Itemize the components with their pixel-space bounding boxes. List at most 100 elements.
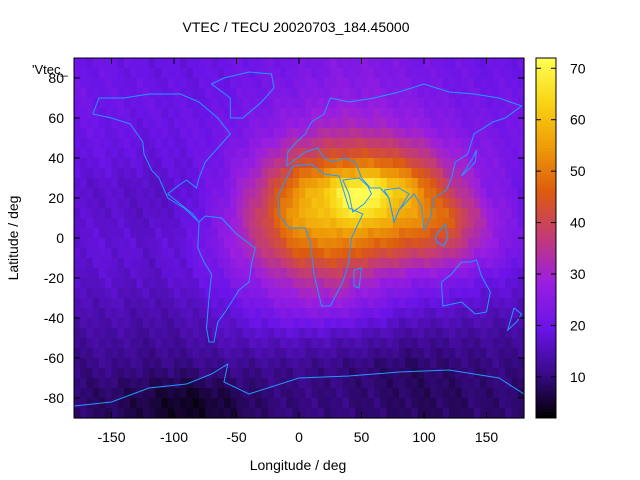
heatmap-cell xyxy=(161,338,169,349)
heatmap-cell xyxy=(367,198,375,209)
heatmap-cell xyxy=(174,268,181,279)
heatmap-cell xyxy=(399,328,406,339)
heatmap-cell xyxy=(442,148,450,159)
heatmap-cell xyxy=(505,78,513,89)
heatmap-cell xyxy=(224,228,231,239)
heatmap-cell xyxy=(174,198,181,209)
heatmap-cell xyxy=(86,98,94,109)
heatmap-cell xyxy=(311,138,319,149)
heatmap-cell xyxy=(367,218,375,229)
colorbar-segment xyxy=(536,337,556,341)
heatmap-cell xyxy=(299,248,306,259)
heatmap-cell xyxy=(517,218,525,229)
heatmap-cell xyxy=(499,258,506,269)
heatmap-cell xyxy=(480,218,488,229)
heatmap-cell xyxy=(436,288,444,299)
heatmap-cell xyxy=(99,328,106,339)
heatmap-cell xyxy=(405,158,413,169)
heatmap-cell xyxy=(461,148,469,159)
heatmap-cell xyxy=(180,388,188,399)
heatmap-cell xyxy=(311,118,319,129)
heatmap-cell xyxy=(424,128,431,139)
heatmap-cell xyxy=(99,78,106,89)
heatmap-cell xyxy=(242,68,250,79)
heatmap-cell xyxy=(461,108,469,119)
heatmap-cell xyxy=(349,168,356,179)
colorbar-segment xyxy=(536,301,556,305)
heatmap-cell xyxy=(330,148,338,159)
heatmap-cell xyxy=(224,218,231,229)
heatmap-cell xyxy=(242,238,250,249)
heatmap-cell xyxy=(274,128,281,139)
heatmap-cell xyxy=(511,118,519,129)
heatmap-cell xyxy=(261,358,269,369)
colorbar-segment xyxy=(536,145,556,149)
colorbar-tick-label: 50 xyxy=(570,163,586,179)
heatmap-cell xyxy=(455,248,463,259)
heatmap-cell xyxy=(180,148,188,159)
heatmap-cell xyxy=(205,58,213,69)
heatmap-cell xyxy=(217,398,225,409)
heatmap-cell xyxy=(380,228,388,239)
heatmap-cell xyxy=(80,78,88,89)
heatmap-cell xyxy=(349,258,356,269)
heatmap-cell xyxy=(492,158,500,169)
heatmap-cell xyxy=(299,108,306,119)
heatmap-cell xyxy=(117,208,125,219)
heatmap-cell xyxy=(305,208,313,219)
heatmap-cell xyxy=(142,188,150,199)
heatmap-cell xyxy=(305,378,313,389)
heatmap-cell xyxy=(292,258,300,269)
heatmap-cell xyxy=(224,358,231,369)
heatmap-cell xyxy=(380,398,388,409)
heatmap-cell xyxy=(267,358,275,369)
heatmap-cell xyxy=(130,338,138,349)
heatmap-cell xyxy=(155,108,163,119)
heatmap-cell xyxy=(111,58,119,69)
heatmap-cell xyxy=(230,158,238,169)
heatmap-cell xyxy=(411,118,419,129)
heatmap-cell xyxy=(436,178,444,189)
heatmap-cell xyxy=(305,228,313,239)
heatmap-cell xyxy=(311,368,319,379)
heatmap-cell xyxy=(211,228,219,239)
heatmap-cell xyxy=(449,178,456,189)
heatmap-cell xyxy=(355,278,363,289)
heatmap-cell xyxy=(242,298,250,309)
heatmap-cell xyxy=(367,78,375,89)
heatmap-cell xyxy=(299,368,306,379)
heatmap-cell xyxy=(505,368,513,379)
heatmap-cell xyxy=(92,388,100,399)
heatmap-cell xyxy=(105,68,113,79)
heatmap-cell xyxy=(211,308,219,319)
heatmap-cell xyxy=(330,78,338,89)
heatmap-cell xyxy=(436,348,444,359)
heatmap-cell xyxy=(136,68,144,79)
heatmap-cell xyxy=(249,138,256,149)
heatmap-cell xyxy=(336,158,344,169)
heatmap-cell xyxy=(274,258,281,269)
heatmap-cell xyxy=(442,358,450,369)
heatmap-cell xyxy=(99,168,106,179)
colorbar-segment xyxy=(536,328,556,332)
heatmap-cell xyxy=(80,408,88,419)
heatmap-cell xyxy=(149,248,156,259)
heatmap-cell xyxy=(399,398,406,409)
heatmap-cell xyxy=(380,298,388,309)
heatmap-cell xyxy=(255,228,263,239)
heatmap-cell xyxy=(92,278,100,289)
heatmap-cell xyxy=(299,78,306,89)
heatmap-cell xyxy=(361,128,369,139)
heatmap-cell xyxy=(80,208,88,219)
heatmap-cell xyxy=(299,398,306,409)
heatmap-cell xyxy=(511,218,519,229)
heatmap-cell xyxy=(305,148,313,159)
heatmap-cell xyxy=(517,358,525,369)
heatmap-cell xyxy=(130,108,138,119)
heatmap-cell xyxy=(149,178,156,189)
heatmap-cell xyxy=(480,298,488,309)
heatmap-cell xyxy=(130,298,138,309)
heatmap-cell xyxy=(180,248,188,259)
heatmap-cell xyxy=(311,258,319,269)
heatmap-cell xyxy=(492,118,500,129)
